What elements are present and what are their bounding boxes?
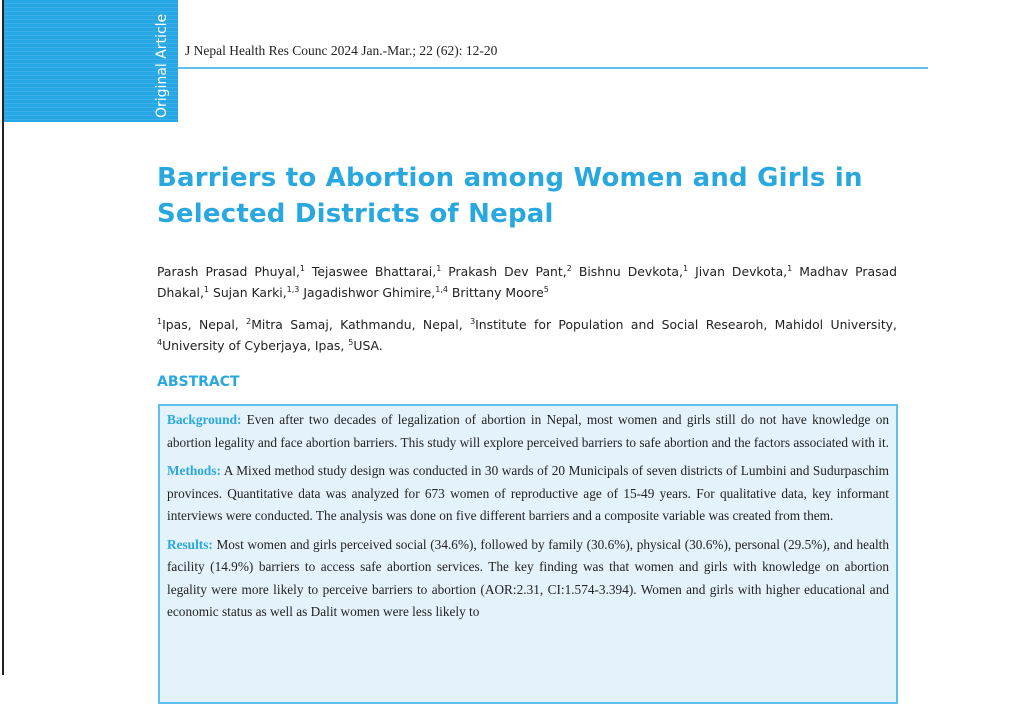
author-name: Brittany Moore bbox=[451, 285, 544, 300]
author-affiliation-marker: 2 bbox=[566, 263, 572, 273]
affiliation-text: Ipas, Nepal, bbox=[162, 317, 239, 332]
author-name: Jivan Devkota, bbox=[695, 264, 788, 279]
journal-citation: J Nepal Health Res Counc 2024 Jan.-Mar.;… bbox=[185, 43, 498, 58]
abstract-results: Results: Most women and girls perceived … bbox=[167, 534, 889, 624]
header-divider bbox=[178, 67, 928, 69]
section-label: Methods: bbox=[167, 463, 221, 478]
affiliation-marker: 5 bbox=[348, 337, 354, 347]
section-label: Background: bbox=[167, 412, 242, 427]
abstract-box: Background: Even after two decades of le… bbox=[158, 404, 898, 704]
affiliation-marker: 3 bbox=[470, 316, 476, 326]
section-text: Even after two decades of legalization o… bbox=[167, 412, 889, 450]
affiliation-marker: 1 bbox=[157, 316, 163, 326]
author-name: Tejaswee Bhattarai, bbox=[311, 264, 437, 279]
affiliation-text: University of Cyberjaya, Ipas, bbox=[162, 338, 345, 353]
article-title: Barriers to Abortion among Women and Gir… bbox=[157, 163, 863, 229]
author-affiliation-marker: 1 bbox=[682, 263, 689, 273]
author-affiliation-marker: 1 bbox=[436, 263, 442, 273]
author-affiliation-marker: 1 bbox=[203, 284, 210, 294]
affiliations: 1Ipas, Nepal, 2Mitra Samaj, Kathmandu, N… bbox=[157, 314, 897, 356]
author-name: Parash Prasad Phuyal, bbox=[157, 264, 300, 279]
affiliation-text: Institute for Population and Social Rese… bbox=[475, 317, 897, 332]
section-text: Most women and girls perceived social (3… bbox=[167, 536, 890, 620]
article-type-band: Original Article bbox=[4, 0, 178, 122]
section-text: A Mixed method study design was conducte… bbox=[167, 463, 889, 523]
author-name: Prakash Dev Pant, bbox=[448, 264, 567, 279]
author-name: Bishnu Devkota, bbox=[578, 264, 683, 279]
author-list: Parash Prasad Phuyal,1 Tejaswee Bhattara… bbox=[157, 261, 897, 303]
page-left-border bbox=[2, 0, 4, 675]
article-type-label: Original Article bbox=[154, 13, 170, 118]
author-affiliation-marker: 1 bbox=[787, 263, 793, 273]
author-affiliation-marker: 1,4 bbox=[435, 284, 448, 294]
section-label: Results: bbox=[167, 536, 213, 552]
author-name: Madhav Prasad Dhakal, bbox=[157, 264, 897, 300]
author-affiliation-marker: 1,3 bbox=[286, 284, 300, 294]
affiliation-marker: 2 bbox=[246, 316, 252, 326]
affiliation-text: USA. bbox=[353, 338, 383, 353]
author-affiliation-marker: 5 bbox=[543, 284, 549, 294]
abstract-background: Background: Even after two decades of le… bbox=[167, 409, 889, 454]
author-affiliation-marker: 1 bbox=[299, 263, 305, 273]
affiliation-marker: 4 bbox=[157, 337, 163, 347]
author-name: Sujan Karki, bbox=[212, 285, 287, 300]
abstract-methods: Methods: A Mixed method study design was… bbox=[167, 460, 889, 528]
abstract-heading: ABSTRACT bbox=[157, 374, 240, 390]
author-name: Jagadishwor Ghimire, bbox=[303, 285, 436, 300]
affiliation-text: Mitra Samaj, Kathmandu, Nepal, bbox=[251, 317, 463, 332]
